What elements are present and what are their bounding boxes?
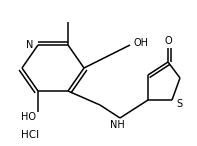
Text: NH: NH bbox=[110, 120, 124, 130]
Text: N: N bbox=[26, 40, 34, 50]
Text: O: O bbox=[164, 36, 172, 46]
Text: HCl: HCl bbox=[21, 130, 39, 140]
Text: OH: OH bbox=[134, 38, 149, 48]
Text: S: S bbox=[176, 99, 182, 109]
Text: HO: HO bbox=[20, 112, 35, 122]
